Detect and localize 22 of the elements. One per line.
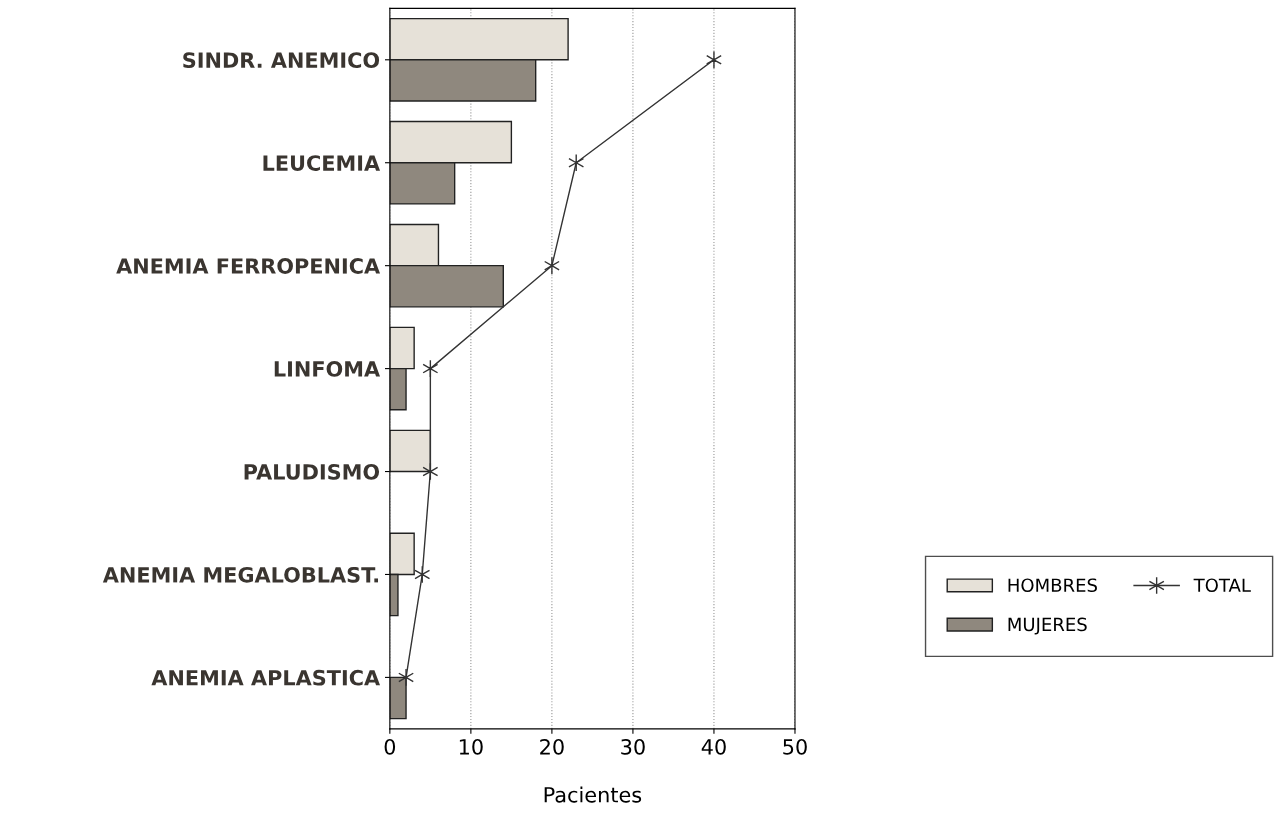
x-tick-label: 50 [783, 738, 807, 755]
point [398, 668, 414, 687]
x-tick-label: 30 [621, 738, 645, 755]
y-tick-label: LEUCEMIA [263, 155, 381, 171]
x-tick-label: 40 [701, 738, 726, 755]
y-tick-label: SINDR. ANEMICO [183, 52, 380, 69]
x-tick-label: 10 [459, 738, 483, 755]
legend-label: MUJERES [1008, 617, 1087, 635]
bar [389, 429, 432, 473]
y-tick-label: LINFOMA [274, 361, 381, 377]
x-axis-title: Pacientes [544, 786, 642, 803]
legend-label: HOMBRES [1008, 578, 1097, 593]
x-tick-label: 0 [384, 738, 396, 755]
legend-label: TOTAL [1193, 578, 1251, 593]
y-tick-label: ANEMIA MEGALOBLAST. [102, 566, 378, 583]
y-tick-label: PALUDISMO [244, 463, 380, 480]
y-tick-label: ANEMIA APLASTICA [151, 669, 381, 686]
x-tick-label: 20 [540, 738, 564, 755]
bar [389, 676, 407, 720]
point [543, 256, 560, 275]
y-tick-label: ANEMIA FERROPENICA [116, 258, 381, 274]
point [706, 50, 722, 69]
